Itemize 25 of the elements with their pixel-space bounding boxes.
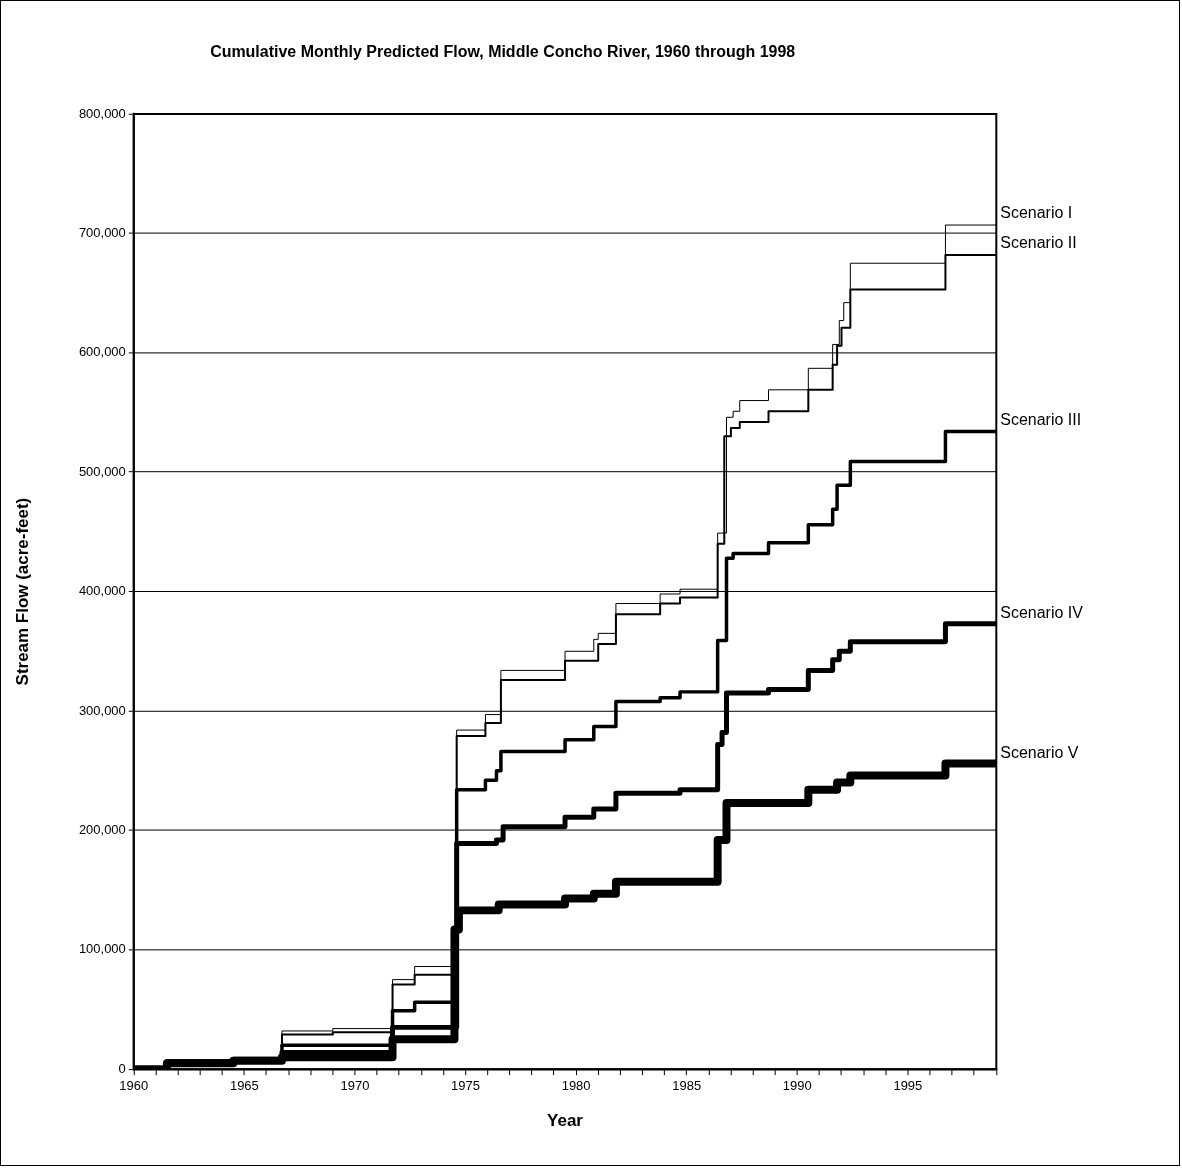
x-tick-label: 1990 — [782, 1077, 812, 1093]
x-tick-label: 1970 — [340, 1077, 370, 1093]
y-tick-label: 200,000 — [78, 821, 126, 837]
series-label: Scenario III — [1000, 410, 1082, 428]
y-tick-label: 700,000 — [78, 224, 126, 240]
y-tick-label: 0 — [118, 1060, 126, 1076]
chart-title: Cumulative Monthly Predicted Flow, Middle Concho River, 1960 through 1998 — [210, 42, 796, 60]
y-tick-label: 800,000 — [78, 105, 126, 121]
series-label: Scenario IV — [1000, 604, 1084, 622]
x-tick-label: 1975 — [451, 1077, 480, 1093]
x-tick-label: 1995 — [893, 1077, 923, 1093]
series-label: Scenario II — [1000, 234, 1077, 252]
y-tick-label: 100,000 — [78, 941, 126, 957]
x-tick-label: 1965 — [229, 1077, 259, 1093]
y-tick-label: 300,000 — [78, 702, 126, 718]
series-label: Scenario I — [1000, 204, 1073, 222]
y-axis-title: Stream Flow (acre-feet) — [12, 497, 32, 686]
x-tick-label: 1980 — [561, 1077, 591, 1093]
x-axis-title: Year — [547, 1110, 584, 1130]
x-tick-label: 1985 — [672, 1077, 702, 1093]
y-tick-label: 400,000 — [78, 583, 126, 599]
y-tick-label: 500,000 — [78, 463, 126, 479]
series-label: Scenario V — [1000, 743, 1079, 761]
y-tick-label: 600,000 — [78, 344, 126, 360]
x-tick-label: 1960 — [119, 1077, 149, 1093]
